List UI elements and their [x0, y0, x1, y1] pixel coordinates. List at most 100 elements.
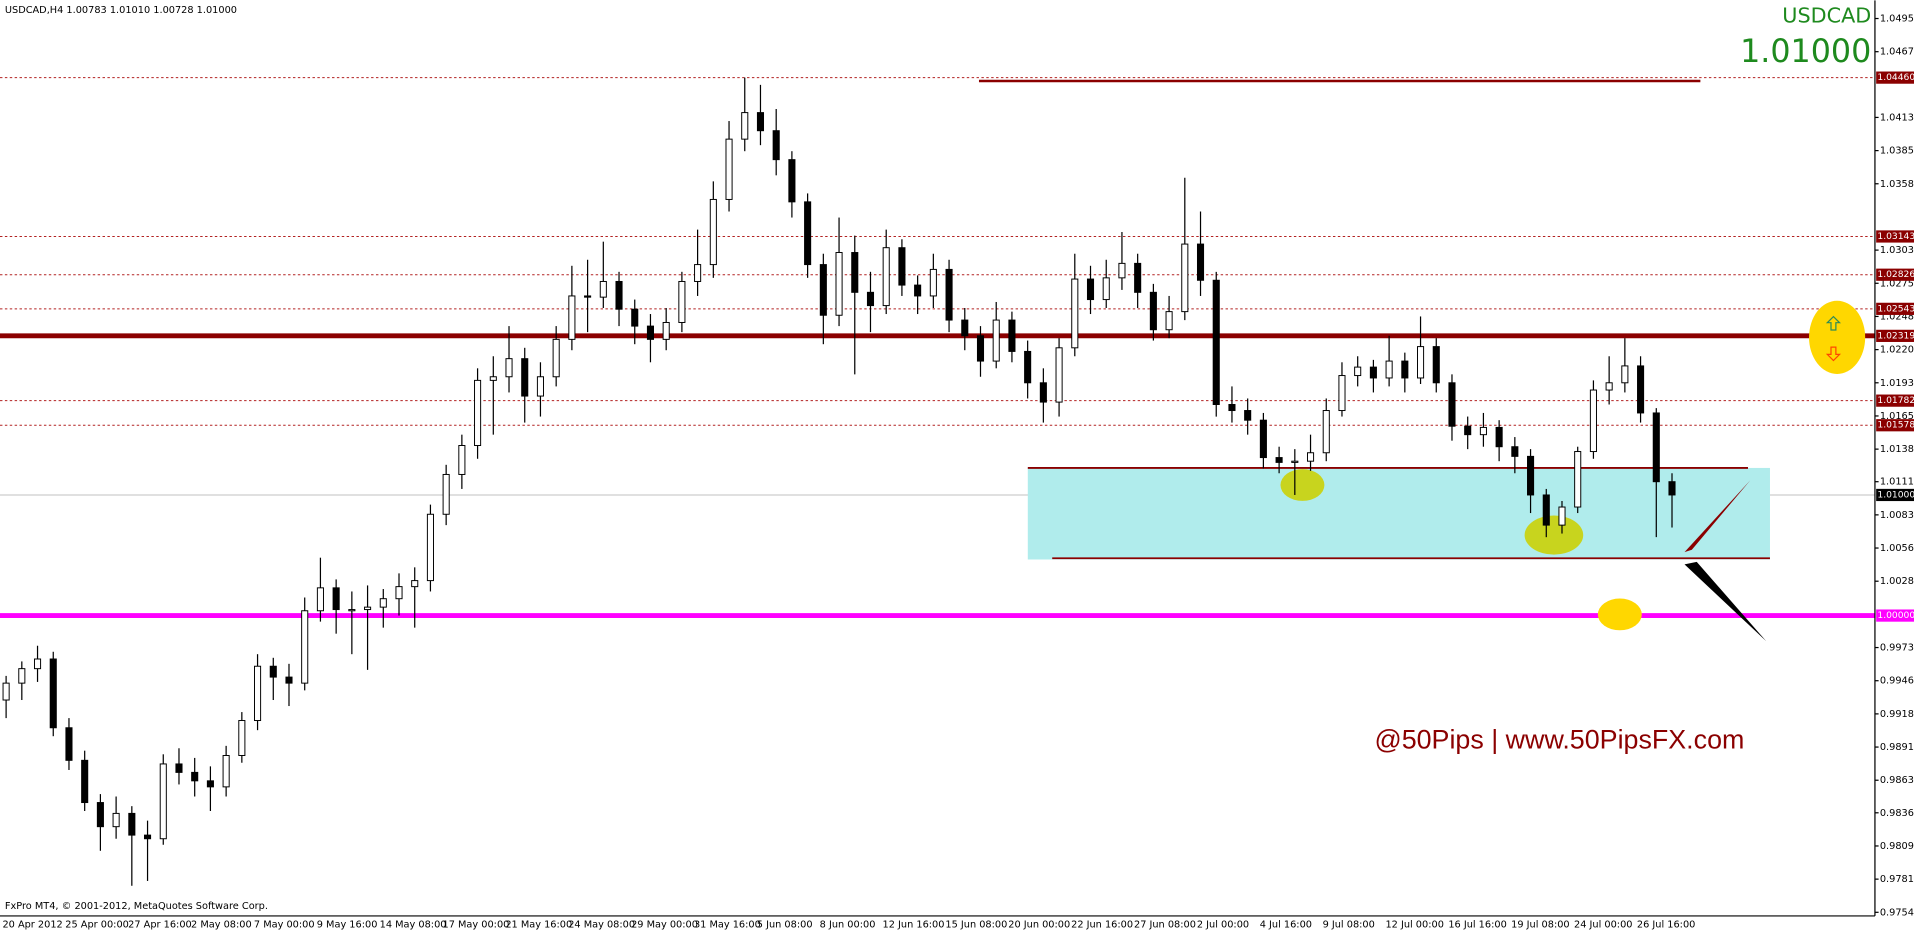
candle-body — [112, 812, 120, 828]
y-tick-label: 0.97815 — [1880, 874, 1914, 885]
level-label-bg — [1876, 268, 1914, 281]
level-label: 1.02319 — [1877, 331, 1914, 341]
y-tick-label: 1.01655 — [1880, 411, 1914, 422]
y-tick-label: 0.98365 — [1880, 808, 1914, 819]
candle-body — [898, 247, 906, 286]
candle-body — [1181, 243, 1189, 313]
y-tick-label: 1.01110 — [1880, 477, 1914, 488]
candle-body — [1448, 382, 1456, 427]
candle-body — [159, 763, 167, 840]
candle-body — [1479, 426, 1487, 436]
level-label-bg — [1876, 394, 1914, 407]
x-tick-label: 27 Apr 16:00 — [128, 919, 192, 930]
y-tick-label: 0.98635 — [1880, 775, 1914, 786]
level-label: 1.01000 — [1877, 490, 1914, 500]
candle-body — [599, 280, 607, 298]
x-tick-label: 25 Apr 00:00 — [65, 919, 129, 930]
candle-body — [804, 201, 812, 266]
x-tick-label: 5 Jun 08:00 — [757, 919, 813, 930]
candle-body — [851, 252, 859, 293]
level-label: 1.02543 — [1877, 304, 1914, 314]
y-tick-label: 1.04950 — [1880, 14, 1914, 25]
level-label: 1.03143 — [1877, 232, 1914, 242]
x-tick-label: 24 Jul 00:00 — [1574, 919, 1632, 930]
candle-body — [1495, 426, 1503, 448]
arrow-down — [1825, 346, 1842, 362]
x-tick-label: 7 May 00:00 — [254, 919, 315, 930]
candle-body — [1244, 410, 1252, 421]
candle-body — [316, 587, 324, 612]
symbol: USDCAD — [1782, 3, 1871, 27]
candle-body — [458, 445, 466, 475]
candle-body — [505, 358, 513, 378]
y-tick-label: 1.00835 — [1880, 510, 1914, 521]
wedge-up — [1684, 480, 1751, 553]
candle-body — [678, 280, 686, 323]
y-tick-label: 1.04130 — [1880, 112, 1914, 123]
x-tick-label: 21 May 16:00 — [505, 919, 572, 930]
candle-body — [1165, 311, 1173, 331]
x-tick-label: 22 Jun 16:00 — [1071, 919, 1133, 930]
candle-body — [788, 159, 796, 203]
candle-body — [1306, 452, 1315, 462]
y-tick-label: 1.00285 — [1880, 576, 1914, 587]
candle-body — [128, 812, 136, 836]
candle-body — [474, 379, 482, 446]
candle-body — [301, 610, 309, 684]
x-tick-label: 26 Jul 16:00 — [1637, 919, 1695, 930]
x-tick-label: 9 May 16:00 — [317, 919, 378, 930]
candle-body — [835, 252, 843, 316]
highlight — [1597, 598, 1642, 631]
x-tick-label: 9 Jul 08:00 — [1323, 919, 1375, 930]
candle-body — [929, 268, 937, 297]
candle-body — [1637, 365, 1645, 414]
x-tick-label: 24 May 08:00 — [568, 919, 635, 930]
x-tick-label: 20 Apr 2012 — [2, 919, 62, 930]
level-label: 1.00000 — [1877, 611, 1914, 621]
level-label-bg — [1876, 71, 1914, 84]
candle-body — [992, 319, 1000, 362]
candle-body — [379, 598, 387, 608]
y-tick-label: 1.03030 — [1880, 245, 1914, 256]
candle-body — [1322, 410, 1330, 454]
candle-body — [96, 802, 104, 828]
candle-body — [1039, 382, 1047, 403]
candle-body — [1196, 243, 1205, 281]
candle-body — [631, 308, 639, 327]
candle-body — [2, 682, 10, 701]
candle-body — [552, 338, 560, 378]
y-tick-label: 1.02755 — [1880, 278, 1914, 289]
candle-body — [914, 284, 922, 297]
x-tick-label: 20 Jun 00:00 — [1008, 919, 1070, 930]
level-label-bg — [1876, 329, 1914, 342]
candle-body — [1354, 366, 1362, 377]
candle-body — [1668, 481, 1676, 496]
level-label: 1.04460 — [1877, 73, 1914, 83]
candle-body — [222, 755, 230, 788]
level-label-bg — [1876, 488, 1914, 502]
candle-body — [1605, 382, 1613, 391]
candle-body — [1008, 319, 1016, 352]
level-label-bg — [1876, 419, 1914, 432]
candle-body — [191, 771, 199, 782]
x-tick-label: 17 May 00:00 — [442, 919, 509, 930]
candle-body — [1259, 419, 1267, 459]
candle-body — [1212, 279, 1220, 405]
candle-body — [1574, 451, 1582, 508]
level-label-bg — [1876, 302, 1914, 315]
y-tick-label: 0.99735 — [1880, 643, 1914, 654]
candle-body — [1134, 262, 1142, 293]
candle-body — [1071, 278, 1079, 349]
level-label: 1.01578 — [1877, 421, 1914, 431]
y-tick-label: 1.01380 — [1880, 444, 1914, 455]
candle-body — [521, 358, 529, 397]
candle-body — [536, 376, 544, 397]
candle-body — [756, 112, 765, 132]
price: 1.01000 — [1740, 34, 1871, 70]
candle-body — [1118, 262, 1126, 279]
x-tick-label: 15 Jun 08:00 — [945, 919, 1007, 930]
candle-body — [395, 586, 403, 600]
candle-body — [1338, 375, 1346, 412]
